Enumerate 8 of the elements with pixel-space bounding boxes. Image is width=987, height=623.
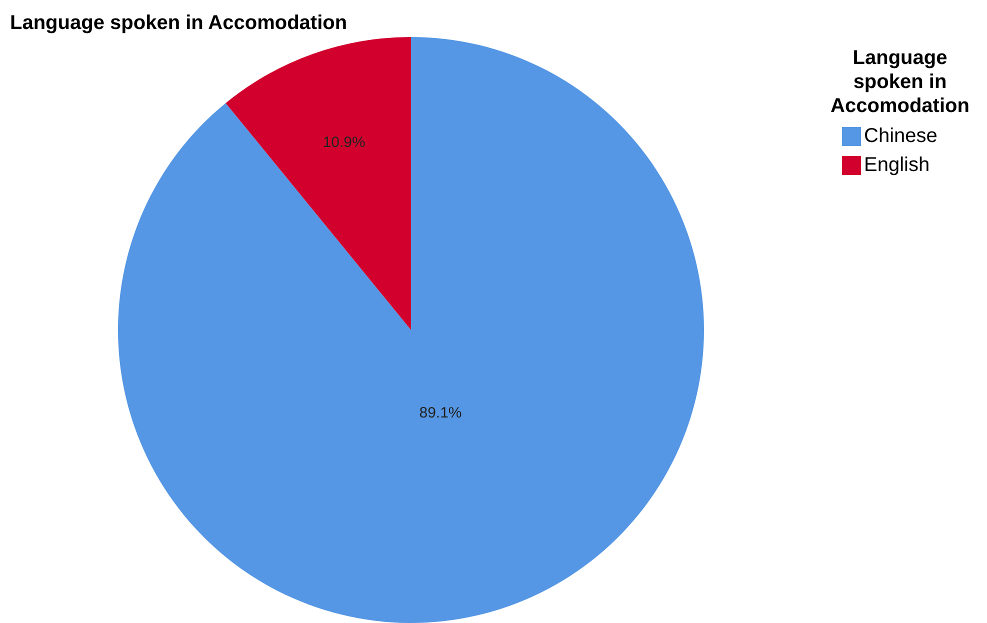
legend-label: English (864, 153, 930, 178)
legend-title: Language spoken in Accomodation (830, 46, 970, 118)
pie-slice (118, 37, 704, 623)
legend-label: Chinese (864, 124, 938, 149)
data-label: 89.1% (419, 404, 462, 422)
pie-slice (226, 37, 411, 330)
data-label: 10.9% (322, 134, 366, 151)
chart-title: Language spoken in Accomodation (10, 12, 348, 35)
